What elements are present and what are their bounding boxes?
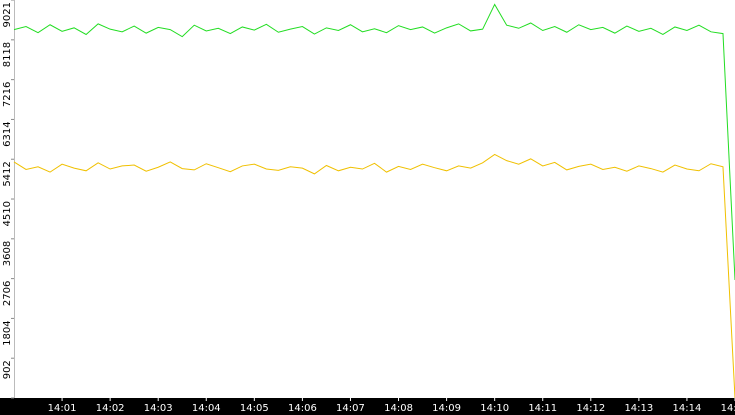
x-tick-label: 14:15 xyxy=(721,403,735,414)
y-tick-label: 9021 xyxy=(2,2,13,27)
x-tick-label: 14:03 xyxy=(144,403,173,414)
x-tick-label: 14:11 xyxy=(528,403,557,414)
y-tick-label: 2706 xyxy=(2,281,13,306)
y-tick-label: 6314 xyxy=(2,121,13,146)
x-tick-label: 14:12 xyxy=(576,403,605,414)
y-tick-label: 8118 xyxy=(2,42,13,67)
x-tick-label: 14:13 xyxy=(624,403,653,414)
x-tick-label: 14:02 xyxy=(96,403,125,414)
y-tick-label: 0 xyxy=(2,400,13,406)
x-tick-label: 14:08 xyxy=(384,403,413,414)
x-tick-label: 14:09 xyxy=(432,403,461,414)
x-tick-label: 14:10 xyxy=(480,403,509,414)
x-tick-label: 14:04 xyxy=(192,403,221,414)
y-tick-label: 3608 xyxy=(2,241,13,266)
x-tick-label: 14:05 xyxy=(240,403,269,414)
x-tick-label: 14:14 xyxy=(673,403,702,414)
x-tick-label: 14:07 xyxy=(336,403,365,414)
x-tick-label: 14:06 xyxy=(288,403,317,414)
y-tick-label: 1804 xyxy=(2,320,13,345)
series-line xyxy=(13,3,735,281)
y-tick-label: 902 xyxy=(2,360,13,379)
y-tick-label: 4510 xyxy=(2,201,13,226)
x-axis-bar xyxy=(0,398,735,415)
series-line xyxy=(13,153,735,399)
y-tick-label: 7216 xyxy=(2,82,13,107)
x-tick-label: 14:01 xyxy=(48,403,77,414)
y-tick-label: 5412 xyxy=(2,161,13,186)
